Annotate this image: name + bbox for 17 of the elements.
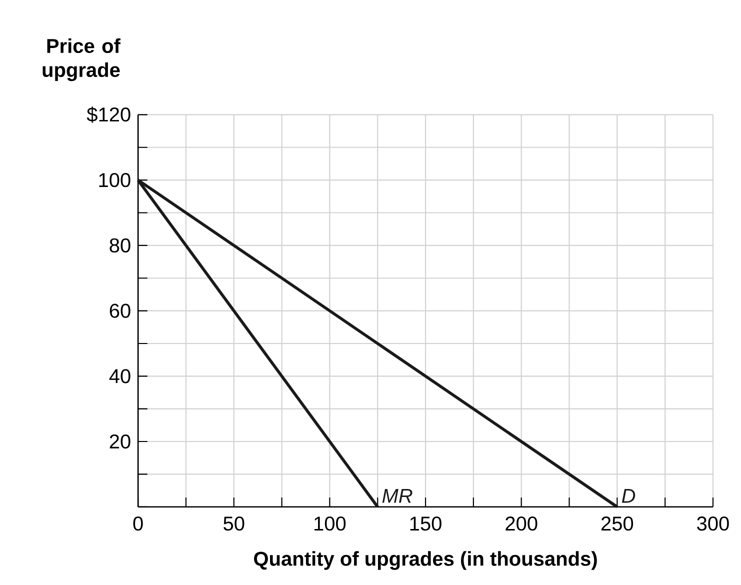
x-axis-title: Quantity of upgrades (in thousands): [254, 551, 597, 570]
x-tick-label: 250: [601, 516, 634, 531]
y-tick-label: $120: [86, 106, 130, 123]
x-tick-label: 0: [133, 516, 143, 531]
x-tick-label: 100: [314, 516, 346, 531]
y-axis-title: Price of upgrade: [42, 38, 120, 82]
y-tick-label: 80: [110, 238, 130, 253]
y-tick-label: 40: [109, 369, 130, 384]
series-label: D: [622, 489, 636, 503]
y-tick-label: 100: [99, 173, 130, 188]
x-tick-label: 50: [224, 516, 244, 531]
x-tick-label: 300: [697, 516, 729, 531]
y-tick-label: 60: [110, 304, 130, 318]
x-tick-label: 150: [410, 516, 442, 531]
y-tick-label: 20: [110, 434, 130, 449]
series-label: MR: [382, 489, 412, 503]
x-tick-label: 200: [506, 516, 538, 531]
